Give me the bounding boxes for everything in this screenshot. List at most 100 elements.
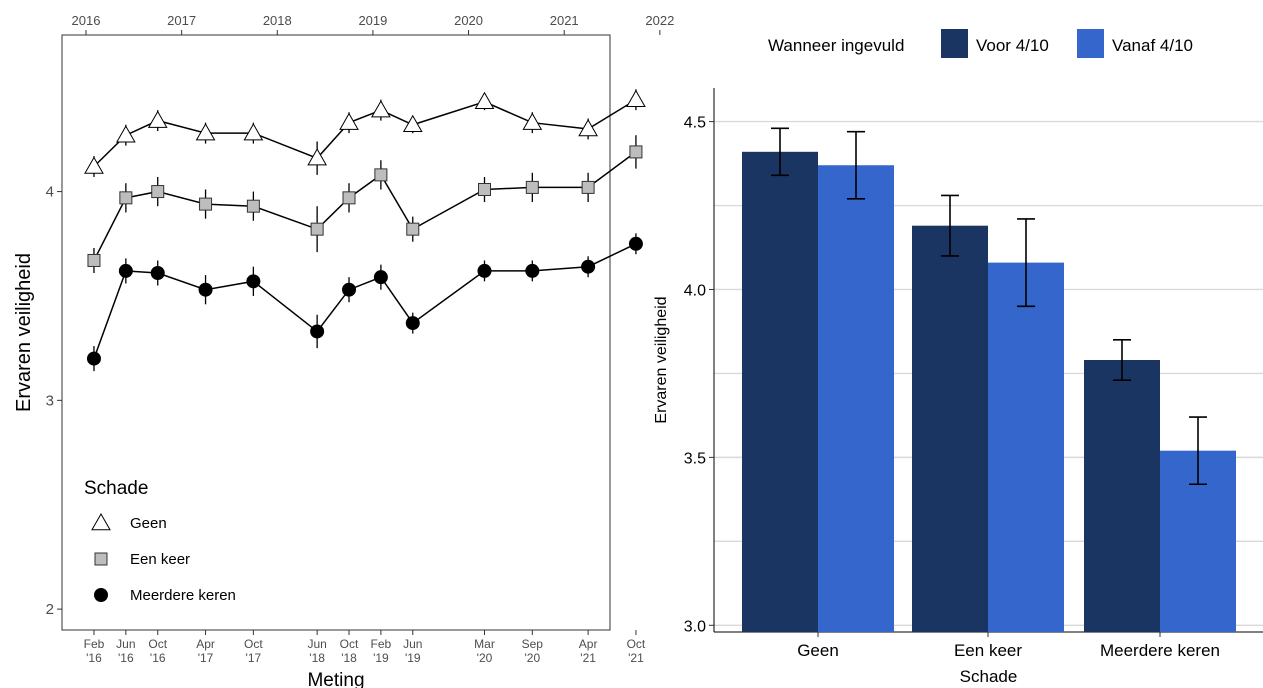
right-legend: Wanneer ingevuld Voor 4/10 Vanaf 4/10 [768,29,1193,58]
data-point [581,259,596,274]
top-year-label: 2016 [72,13,101,28]
data-point [310,324,325,339]
data-point [246,274,261,289]
bar-series-0 [742,127,1160,632]
data-point [342,191,356,205]
bar [818,165,894,633]
bottom-tick-year: '16 [118,651,134,665]
data-point [86,351,101,366]
bottom-tick-month: Oct [148,637,167,651]
bottom-tick-month: Oct [244,637,263,651]
series-geen [84,89,646,177]
category-label: Meerdere keren [1100,641,1220,660]
bar-series-1 [818,130,1236,633]
legend-title: Schade [84,478,148,499]
left-y-tick-label: 4 [46,184,54,201]
bottom-tick-year: '19 [405,651,421,665]
data-point [199,197,213,211]
bottom-tick-month: Feb [84,637,105,651]
series-line [93,243,637,359]
bottom-tick-year: '18 [341,651,357,665]
data-point [581,180,595,194]
data-point [578,118,598,137]
data-point [310,222,324,236]
left-y-tick-label: 3 [46,392,54,409]
bar [988,262,1064,632]
bottom-tick-year: '20 [477,651,493,665]
bar [742,151,818,632]
left-x-axis-label: Meting [307,670,364,688]
left-panel-border [61,34,611,631]
right-y-tick-label: 3.0 [684,618,706,635]
data-point [307,148,327,166]
bottom-tick-month: Oct [340,637,359,651]
data-point [118,263,133,278]
right-y-tick-label: 4.5 [684,115,706,132]
data-point [339,112,359,130]
data-point [246,199,260,213]
data-point [374,168,388,182]
data-point [406,222,420,236]
right-y-axis-label: Ervaren veiligheid [653,296,670,423]
bottom-tick-year: '20 [524,651,540,665]
legend-key [1077,29,1104,58]
data-point [373,270,388,285]
data-point [195,123,216,141]
legend-key-0 [91,512,111,531]
series-een-keer [87,135,643,273]
bottom-tick-month: Apr [196,637,215,651]
legend-title: Wanneer ingevuld [768,36,904,55]
top-year-label: 2021 [550,13,579,28]
bottom-tick-month: Feb [371,637,392,651]
right-y-tick-label: 4.0 [684,282,706,299]
bar [1084,360,1160,632]
series-line [93,99,637,168]
bottom-tick-year: '17 [198,651,214,665]
data-point [115,125,136,143]
data-point [525,180,539,194]
legend-label: Een keer [130,551,190,568]
data-point [147,110,168,128]
top-year-label: 2020 [454,13,483,28]
bottom-tick-month: Apr [579,637,598,651]
bottom-tick-year: '19 [373,651,389,665]
top-year-label: 2017 [167,13,196,28]
bottom-tick-year: '16 [150,651,166,665]
top-year-label: 2022 [645,13,674,28]
bottom-tick-year: '18 [309,651,325,665]
data-point [84,156,104,174]
bottom-tick-month: Sep [522,637,544,651]
bottom-tick-year: '21 [628,651,644,665]
series-meerdere-keren [86,233,643,372]
data-point [342,282,357,297]
legend-key-1 [94,552,108,566]
data-point [628,236,643,251]
data-point [626,89,646,107]
legend-label: Geen [130,515,167,532]
bottom-tick-month: Mar [474,637,495,651]
top-year-label: 2019 [358,13,387,28]
bottom-tick-month: Jun [307,637,326,651]
data-point [478,182,491,196]
legend-key [941,29,968,58]
right-x-axis-label: Schade [960,667,1018,686]
legend-label: Vanaf 4/10 [1112,36,1193,55]
bottom-tick-month: Oct [627,637,646,651]
data-point [402,114,423,133]
data-point [243,123,264,141]
data-point [477,263,492,278]
legend-key-2 [94,588,108,602]
bottom-tick-year: '21 [580,651,596,665]
legend-label: Meerdere keren [130,587,236,604]
category-label: Een keer [954,641,1022,660]
data-point [629,145,643,159]
top-year-label: 2018 [263,13,292,28]
data-point [198,282,213,297]
category-label: Geen [797,641,839,660]
bottom-tick-year: '16 [86,651,102,665]
left-y-tick-label: 2 [46,601,54,618]
left-legend: Schade Geen Een keer Meerdere keren [84,478,236,604]
bottom-tick-year: '17 [246,651,262,665]
